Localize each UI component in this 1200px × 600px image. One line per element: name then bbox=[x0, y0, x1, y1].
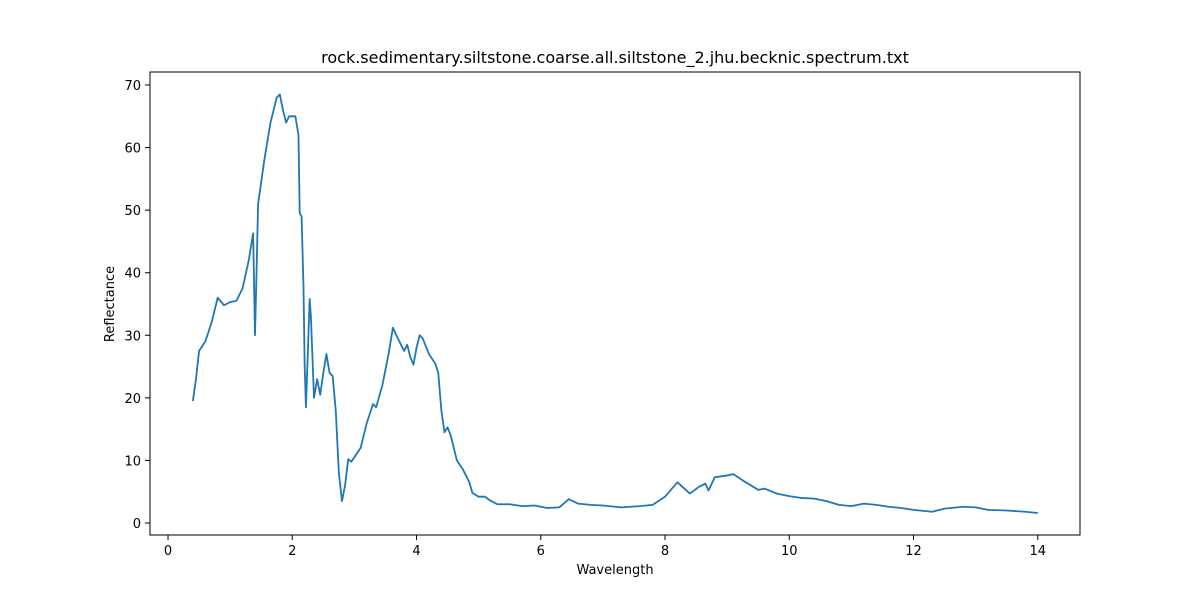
x-tick-label: 6 bbox=[537, 544, 545, 559]
y-tick-label: 30 bbox=[124, 329, 141, 344]
plot-frame bbox=[149, 71, 1081, 536]
x-tick-label: 2 bbox=[288, 544, 296, 559]
y-tick-label: 10 bbox=[124, 454, 141, 469]
y-tick-label: 0 bbox=[133, 517, 141, 532]
y-tick-label: 50 bbox=[124, 204, 141, 219]
y-tick-label: 70 bbox=[124, 79, 141, 94]
y-axis-label: Reflectance bbox=[103, 266, 118, 342]
x-tick-label: 12 bbox=[905, 544, 922, 559]
chart-title: rock.sedimentary.siltstone.coarse.all.si… bbox=[321, 48, 909, 68]
y-tick-label: 40 bbox=[124, 267, 141, 282]
y-tick-label: 60 bbox=[124, 142, 141, 157]
x-tick-label: 4 bbox=[412, 544, 420, 559]
x-tick-label: 0 bbox=[164, 544, 172, 559]
x-tick-label: 14 bbox=[1029, 544, 1046, 559]
y-tick-label: 20 bbox=[124, 392, 141, 407]
x-axis-label: Wavelength bbox=[576, 563, 653, 578]
line-series bbox=[191, 93, 1038, 514]
x-tick-label: 8 bbox=[661, 544, 669, 559]
x-tick-label: 10 bbox=[781, 544, 798, 559]
